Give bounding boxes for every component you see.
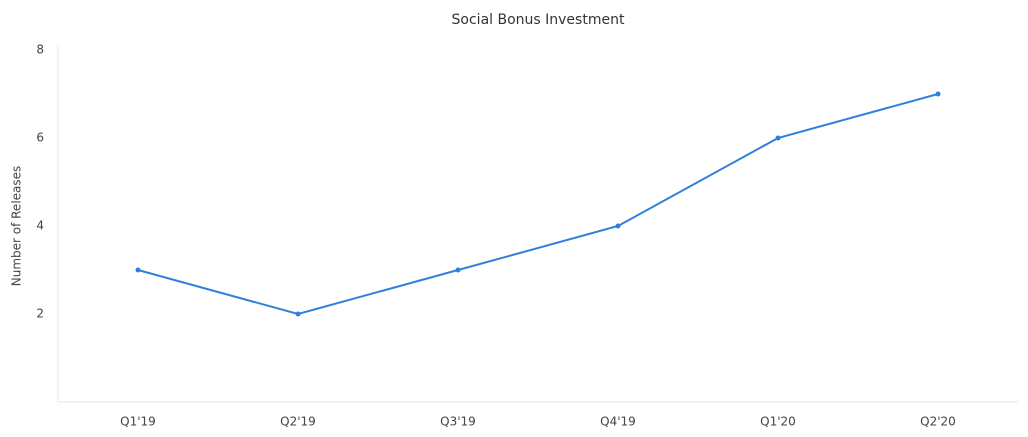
y-tick-label: 4 (36, 219, 44, 233)
point (135, 267, 141, 273)
x-tick-label: Q1'19 (120, 415, 156, 429)
x-tick-label: Q2'20 (920, 415, 956, 429)
x-tick-label: Q1'20 (760, 415, 796, 429)
point (775, 135, 781, 141)
point (455, 267, 461, 273)
point (295, 311, 301, 317)
y-tick-label: 8 (36, 43, 44, 57)
x-tick-label: Q3'19 (440, 415, 476, 429)
x-tick-label: Q2'19 (280, 415, 316, 429)
line (137, 93, 939, 316)
y-tick-label: 2 (36, 307, 44, 321)
point (615, 223, 621, 229)
x-tick-label: Q4'19 (600, 415, 636, 429)
point (935, 91, 941, 97)
y-axis-label: Number of Releases (10, 166, 24, 287)
chart-title: Social Bonus Investment (452, 12, 625, 28)
y-tick-label: 6 (36, 131, 44, 145)
